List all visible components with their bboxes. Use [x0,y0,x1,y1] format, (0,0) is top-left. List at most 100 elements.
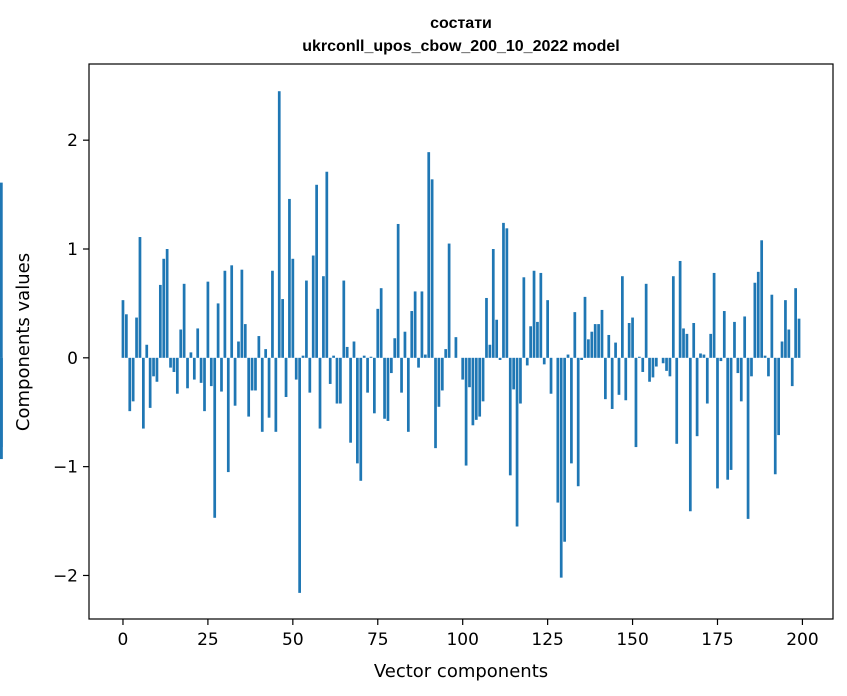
bar [420,291,424,358]
bar [525,357,529,366]
bar [593,324,597,358]
bar [576,357,580,487]
bar [726,357,730,480]
bar [288,198,291,358]
bar [369,356,373,358]
bar [189,352,193,358]
bar [121,300,125,358]
bar [729,357,733,470]
bar [719,357,723,362]
bar [651,357,655,378]
bar [332,355,335,358]
bar [488,344,492,358]
bar [784,300,787,358]
bar [318,357,322,429]
bar [621,276,624,358]
bar [777,357,780,436]
bar [668,357,672,377]
bar [760,240,764,358]
bar [468,357,471,388]
bar [587,339,590,358]
bar [624,357,628,401]
bar [311,255,315,358]
bar [209,357,213,387]
bar [607,334,611,358]
y-tick-label: 1 [67,240,78,260]
bar [695,357,699,437]
bar [142,357,145,429]
bar [688,357,692,512]
bar [705,357,709,404]
bar [474,357,478,420]
x-tick-label: 25 [197,630,219,650]
bar [444,349,448,358]
bar [230,265,234,358]
bar [247,357,251,417]
bar [379,288,383,358]
bar [617,357,621,395]
chart-title-line-2: ukrconll_upos_cbow_200_10_2022 model [302,38,619,55]
bar [736,357,740,374]
bar [685,333,689,358]
bar [627,323,631,358]
bar [386,357,390,421]
bar [461,357,465,380]
bar [145,344,149,358]
bar [536,321,539,358]
bar [699,353,702,358]
bar [644,283,648,358]
y-tick-label: −1 [53,458,78,478]
bar [692,323,696,358]
bar [206,281,210,358]
bar [702,354,706,358]
bar [196,328,200,358]
x-tick-label: 200 [786,630,818,650]
bar [413,291,417,358]
bar [491,249,495,358]
bar [556,357,560,503]
x-tick-label: 175 [701,630,733,650]
bar [780,341,784,358]
y-tick-label: 0 [67,349,78,369]
bar [410,311,414,358]
bar [590,331,594,358]
y-tick-label: 2 [67,131,78,151]
bar [519,357,522,404]
bar [661,357,665,364]
bar [522,277,526,358]
bar [712,272,716,358]
x-tick-label: 100 [446,630,478,650]
bar [277,91,281,358]
bar [301,355,305,358]
bar [610,357,614,409]
bar [532,270,536,358]
bar [648,357,651,382]
bar [563,357,566,542]
bar [515,357,519,527]
bar [0,182,3,358]
bar [271,270,274,358]
bar [722,311,726,358]
bar [756,271,760,358]
bar [542,357,546,365]
bar [423,354,427,358]
bar [580,357,583,360]
bar [770,294,774,358]
bar [671,276,675,358]
bar [393,338,397,358]
bar [709,333,713,358]
bar [308,357,312,393]
bar [427,152,431,358]
bar [597,324,600,358]
bar [604,357,607,400]
bar [390,357,393,374]
bar [454,337,458,358]
bar [716,357,719,489]
bar [529,326,532,358]
bar [223,270,227,358]
bar [376,308,380,358]
bar [250,357,254,391]
bar [566,354,570,358]
bar [485,297,488,358]
